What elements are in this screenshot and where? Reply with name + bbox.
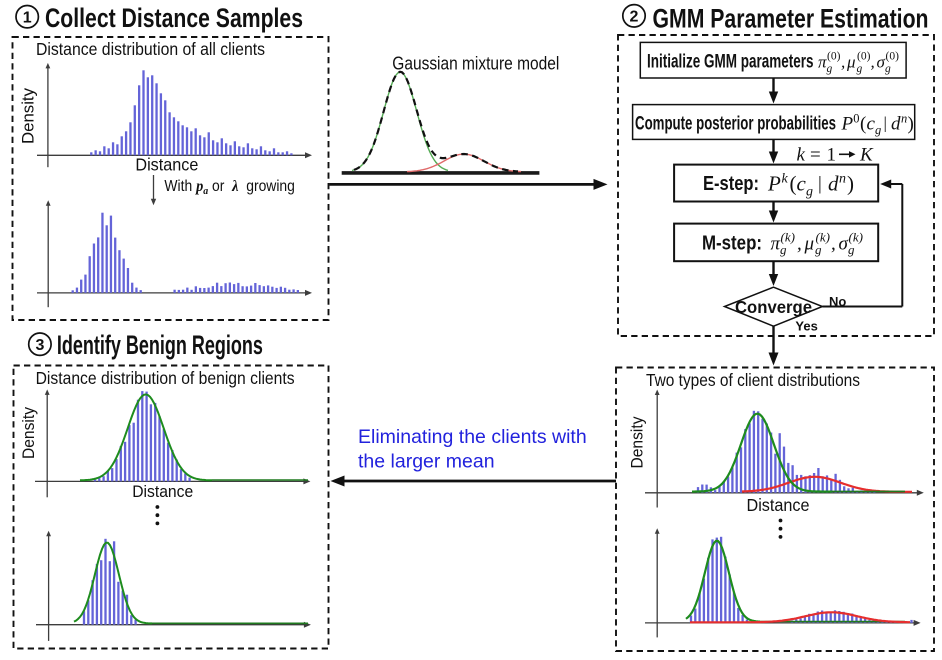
svg-text:|: |	[818, 173, 822, 194]
svg-text:π: π	[771, 233, 781, 254]
svg-text:Density: Density	[19, 88, 38, 144]
svg-text:(k): (k)	[849, 229, 863, 244]
svg-text:Two types of client distributi: Two types of client distributions	[646, 370, 860, 390]
svg-text:1: 1	[827, 145, 837, 166]
svg-text:Eliminating the clients with: Eliminating the clients with	[358, 426, 587, 448]
svg-text:E-step:: E-step:	[703, 173, 759, 195]
svg-text:the larger mean: the larger mean	[358, 451, 495, 473]
svg-text:Density: Density	[628, 416, 647, 468]
svg-text:Converge: Converge	[735, 297, 812, 317]
svg-text:g: g	[815, 242, 822, 257]
svg-text:g: g	[857, 63, 863, 75]
svg-text:g: g	[885, 63, 891, 75]
svg-text:,: ,	[841, 52, 845, 71]
svg-text:Distance: Distance	[747, 495, 810, 515]
svg-text:K: K	[859, 145, 874, 166]
svg-text:(: (	[860, 113, 866, 134]
svg-text:n: n	[839, 171, 846, 186]
svg-text:Initialize GMM parameters: Initialize GMM parameters	[647, 51, 814, 72]
svg-text:|: |	[884, 113, 887, 132]
svg-text:M-step:: M-step:	[702, 232, 762, 254]
svg-text:μ: μ	[846, 52, 856, 71]
svg-text:P: P	[767, 171, 781, 195]
svg-text:2: 2	[630, 9, 639, 26]
svg-text:No: No	[829, 294, 846, 309]
svg-text:,: ,	[797, 233, 802, 254]
svg-text:g: g	[806, 184, 813, 199]
svg-text:Distance distribution of benig: Distance distribution of benign clients	[36, 368, 295, 388]
svg-text:c: c	[867, 113, 876, 134]
svg-text:d: d	[891, 113, 901, 134]
svg-text:,: ,	[831, 233, 836, 254]
svg-text:With pa or λ growing: With pa or λ growing	[164, 178, 295, 197]
svg-text:σ: σ	[877, 52, 886, 71]
svg-text:k: k	[797, 145, 806, 166]
svg-text:GMM Parameter Estimation: GMM Parameter Estimation	[653, 3, 929, 33]
svg-text:c: c	[797, 171, 807, 195]
svg-text:): )	[908, 113, 914, 134]
svg-text:(k): (k)	[816, 229, 830, 244]
svg-text:Compute posterior probabilitie: Compute posterior probabilities	[635, 112, 836, 134]
svg-text:σ: σ	[839, 233, 849, 254]
svg-text:Gaussian mixture model: Gaussian mixture model	[392, 54, 559, 74]
svg-text:0: 0	[853, 111, 859, 125]
svg-text:μ: μ	[804, 233, 815, 254]
svg-text:g: g	[875, 123, 881, 137]
svg-text:1: 1	[23, 10, 32, 27]
svg-text:π: π	[818, 52, 827, 71]
svg-text:(0): (0)	[827, 50, 841, 62]
svg-text:d: d	[828, 171, 839, 195]
svg-text:P: P	[841, 113, 854, 134]
svg-text:,: ,	[871, 52, 875, 71]
svg-text:g: g	[848, 242, 855, 257]
svg-text:Identify Benign Regions: Identify Benign Regions	[57, 330, 263, 360]
svg-text:(0): (0)	[857, 50, 871, 62]
svg-text:n: n	[901, 111, 907, 125]
svg-text:Distance: Distance	[132, 482, 193, 501]
svg-text:k: k	[782, 171, 789, 186]
svg-text:g: g	[780, 242, 787, 257]
svg-text:g: g	[827, 63, 833, 75]
svg-text:=: =	[810, 145, 821, 166]
svg-text:(0): (0)	[886, 50, 900, 62]
svg-text:Collect Distance Samples: Collect Distance Samples	[45, 3, 303, 33]
svg-text:Distance distribution of all c: Distance distribution of all clients	[36, 39, 265, 59]
svg-text:(: (	[790, 171, 797, 195]
svg-text:3: 3	[35, 337, 44, 354]
svg-text:Distance: Distance	[135, 154, 198, 174]
svg-text:): )	[847, 171, 854, 195]
svg-text:Yes: Yes	[795, 319, 817, 334]
svg-text:(k): (k)	[781, 229, 795, 244]
svg-text:Density: Density	[19, 407, 38, 459]
